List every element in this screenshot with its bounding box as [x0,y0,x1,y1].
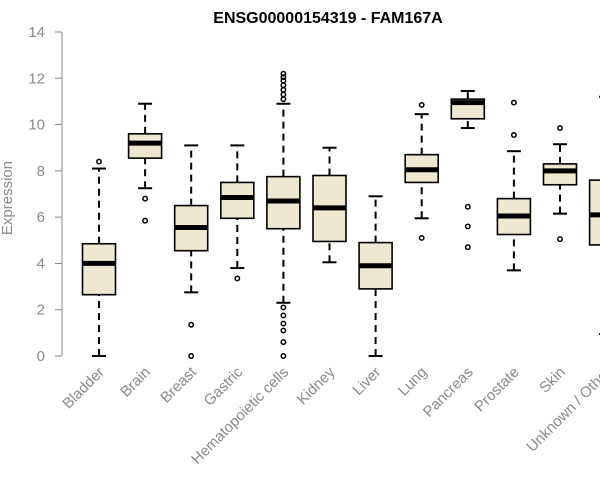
outlier-point [280,91,287,98]
box-group [450,90,486,251]
box-group [312,146,347,264]
x-tick-label: Skin [536,364,569,397]
box-iqr [220,181,255,220]
outlier-point [280,327,287,334]
outlier-point [234,275,241,282]
box-group [127,102,163,224]
outlier-point [464,223,471,230]
box-group [266,70,301,359]
x-tick-label: Bladder [59,364,108,413]
box-iqr [127,133,163,159]
outlier-point [418,235,425,241]
x-tick-label: Brain [117,364,154,401]
outlier-point [280,82,287,89]
outlier-point [557,125,563,131]
box-group [404,101,440,241]
outlier-point [280,353,287,359]
outlier-point [280,312,287,319]
outlier-point [280,339,287,346]
outlier-point [142,217,149,224]
x-tick-label: Prostate [471,364,523,416]
box-group [173,144,209,359]
outlier-point [464,203,471,210]
outlier-point [280,70,287,77]
box-group [220,144,255,282]
outlier-point [510,132,517,138]
outlier-point [280,320,287,327]
outlier-point [418,101,425,108]
y-tick-label: 8 [37,163,45,180]
outlier-point [280,74,287,81]
y-tick-label: 14 [28,24,45,41]
box-iqr [542,163,578,186]
outlier-point [188,321,195,328]
box-group [81,158,117,357]
x-tick-label: Liver [349,364,384,399]
x-tick-label: Gastric [201,363,247,409]
y-tick-label: 6 [37,209,45,226]
outlier-point [280,77,287,84]
box-series [81,70,600,359]
y-tick-label: 12 [28,70,45,87]
outlier-point [188,353,195,359]
box-group [542,125,578,243]
y-tick-label: 4 [37,255,45,272]
outlier-point [280,96,287,103]
box-group [496,99,532,272]
y-tick-label: 0 [37,348,45,365]
outlier-point [557,236,563,243]
outlier-point [96,158,102,165]
y-tick-label: 10 [28,117,45,134]
x-tick-label: Lung [395,364,431,400]
outlier-point [280,304,287,311]
x-tick-label: Kidney [294,363,339,408]
y-tick-label: 2 [37,302,45,319]
box-group [358,195,393,357]
y-axis-label: Expression [0,161,16,235]
box-group [588,95,600,336]
outlier-point [510,99,517,106]
outlier-point [142,195,149,202]
outlier-point [464,244,471,251]
outlier-point [280,86,287,93]
x-tick-label: Pancreas [420,364,477,421]
x-tick-label: Breast [157,363,200,406]
chart-title: ENSG00000154319 - FAM167A [213,10,443,27]
box-iqr [81,242,117,296]
y-axis-ticks: 0 2 4 6 8 10 12 14 [28,24,62,365]
